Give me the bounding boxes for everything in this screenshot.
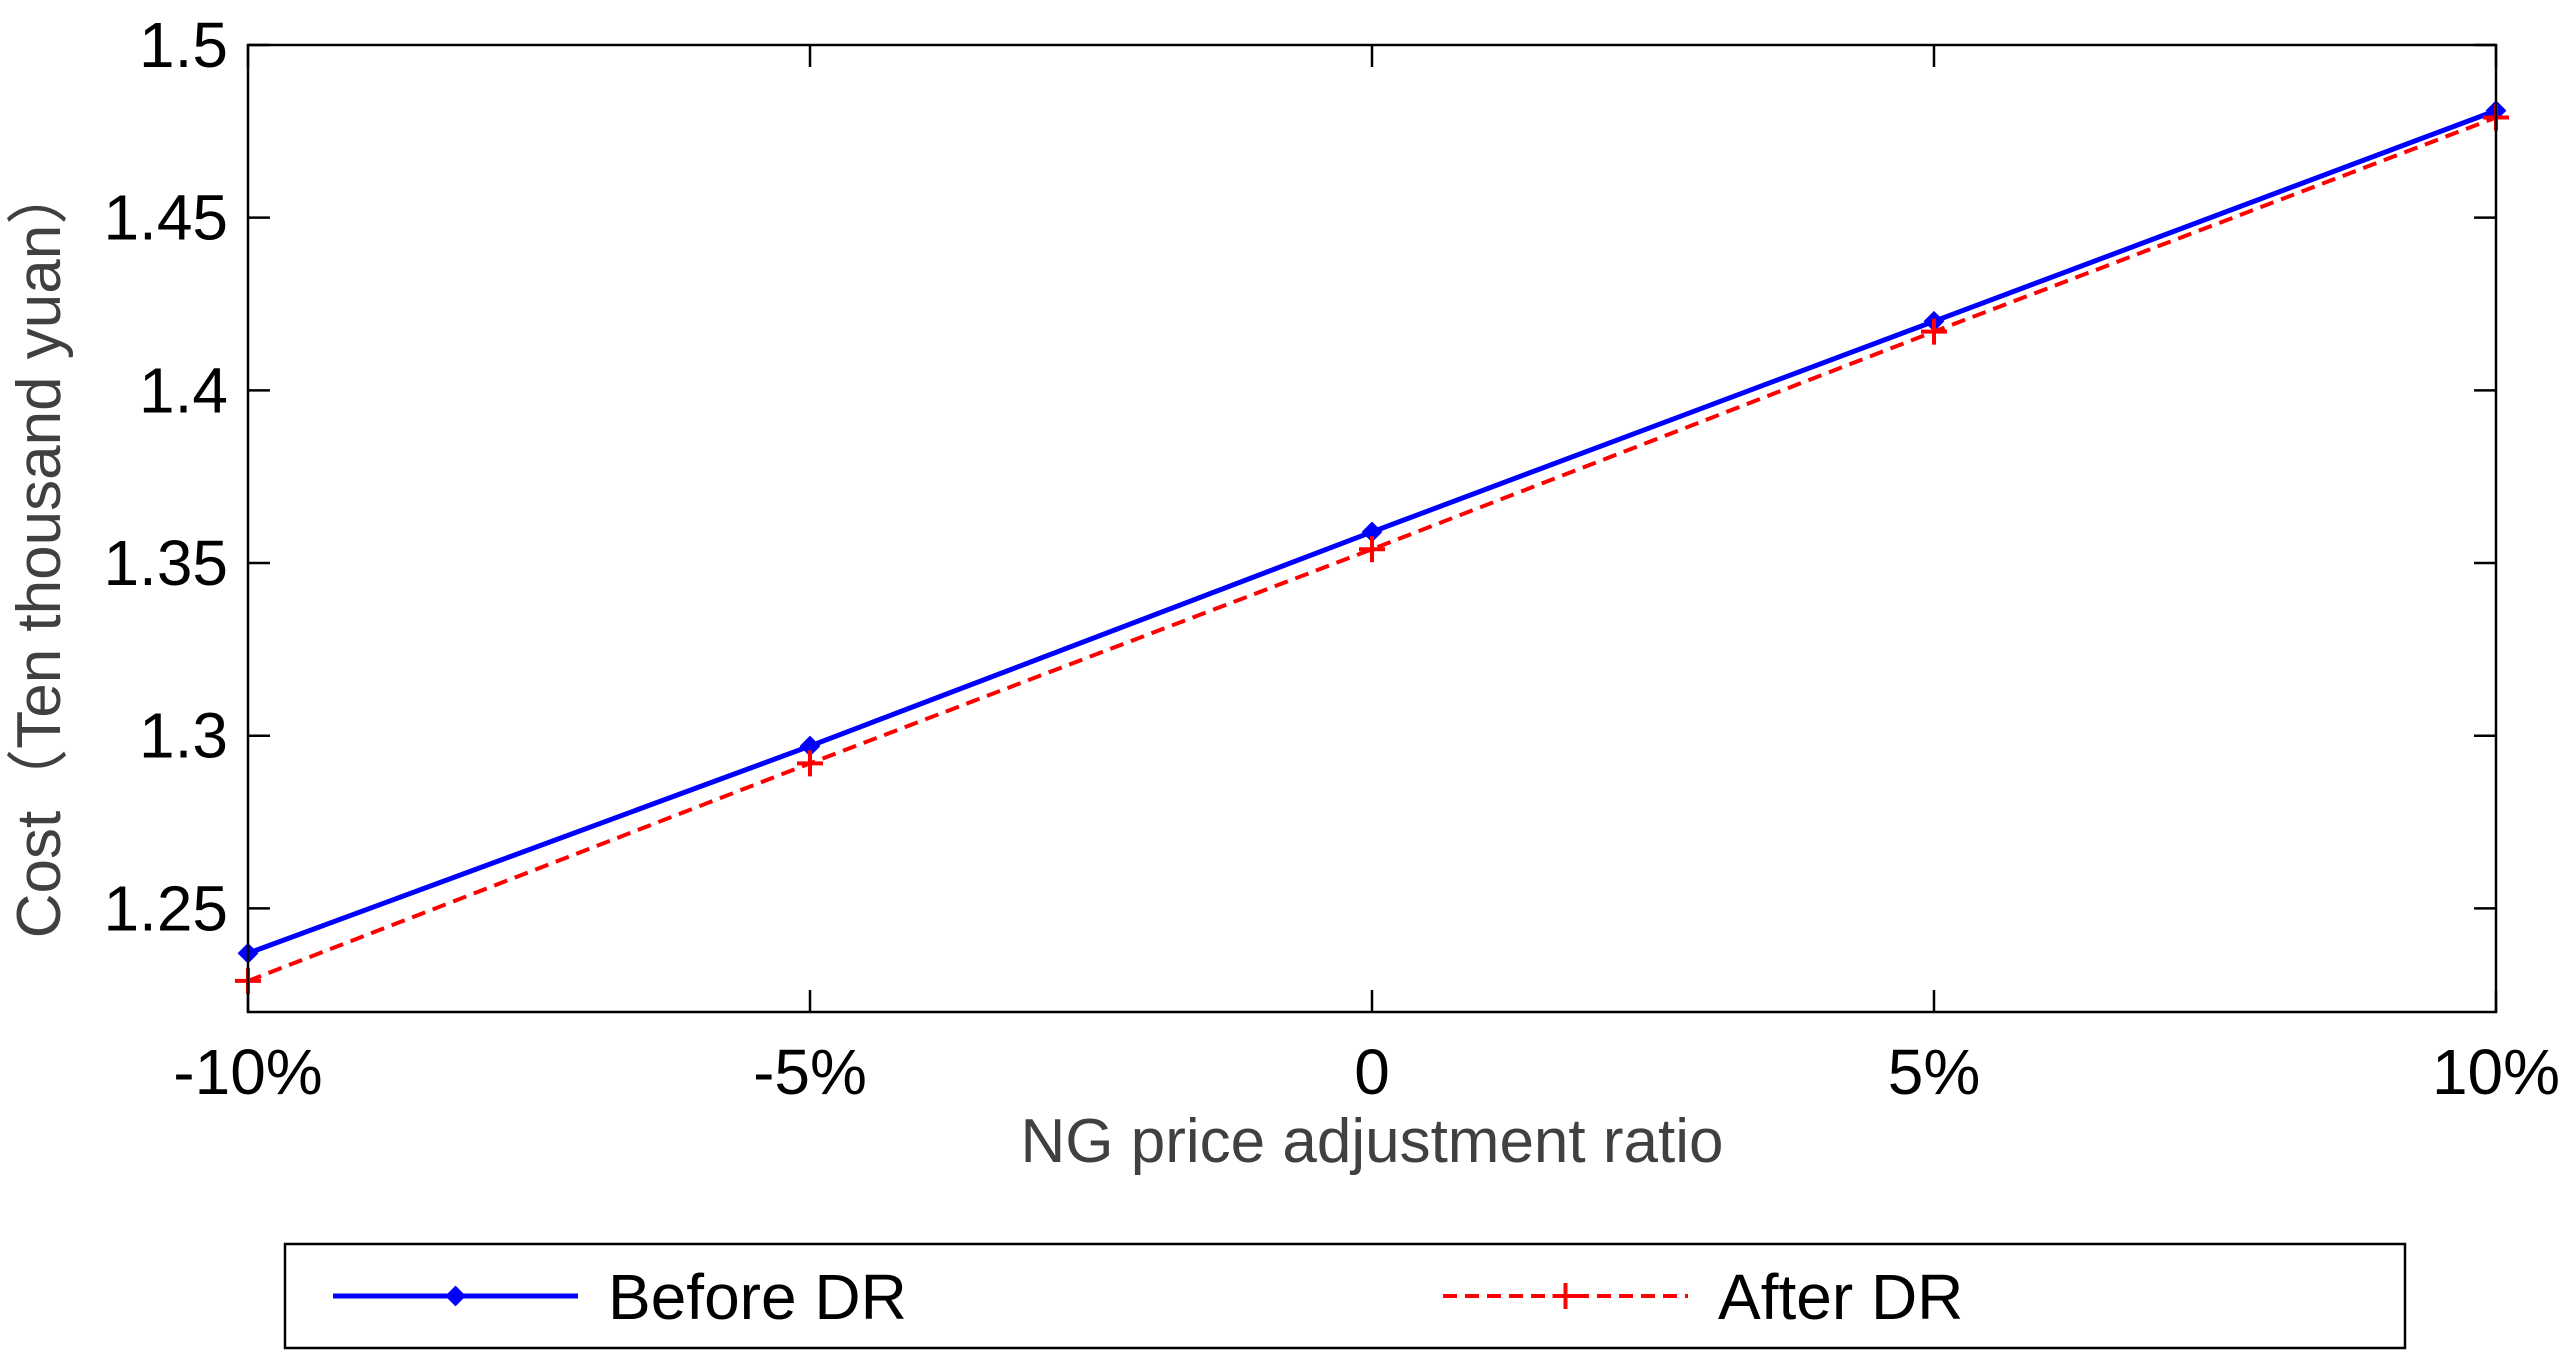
legend-marker [445, 1285, 466, 1307]
data-point [797, 750, 823, 777]
y-tick-label: 1.5 [139, 9, 228, 81]
series-1 [237, 100, 2507, 964]
legend-item-2: After DR [1443, 1261, 1963, 1333]
x-tick-label: 5% [1888, 1036, 1981, 1108]
x-tick-label: 10% [2432, 1036, 2560, 1108]
x-tick-label: -5% [753, 1036, 867, 1108]
legend-label: Before DR [608, 1261, 907, 1333]
series-line [247, 115, 2497, 983]
plot-area-frame [246, 43, 2498, 1014]
legend-item-1: Before DR [333, 1261, 907, 1333]
axis-ticks: 1.25 1.3 1.35 1.4 1.45 1.5 -10% -5% 0 5% 10% [103, 9, 2560, 1108]
x-tick-label: 0 [1354, 1036, 1390, 1108]
legend-marker [1552, 1283, 1579, 1309]
data-point [1359, 536, 1385, 563]
y-tick-label: 1.45 [103, 182, 228, 254]
y-tick-label: 1.35 [103, 527, 228, 599]
x-tick-label: -10% [173, 1036, 322, 1108]
y-tick-label: 1.25 [103, 872, 228, 944]
x-axis-title: NG price adjustment ratio [1021, 1107, 1724, 1176]
legend-label: After DR [1718, 1261, 1963, 1333]
y-tick-label: 1.3 [139, 700, 228, 772]
legend-box [283, 1242, 2407, 1350]
legend: Before DR After DR [283, 1242, 2407, 1350]
data-point [1921, 318, 1947, 345]
y-axis-title: Cost（Ten thousand yuan） [5, 163, 74, 938]
y-tick-label: 1.4 [139, 354, 228, 426]
